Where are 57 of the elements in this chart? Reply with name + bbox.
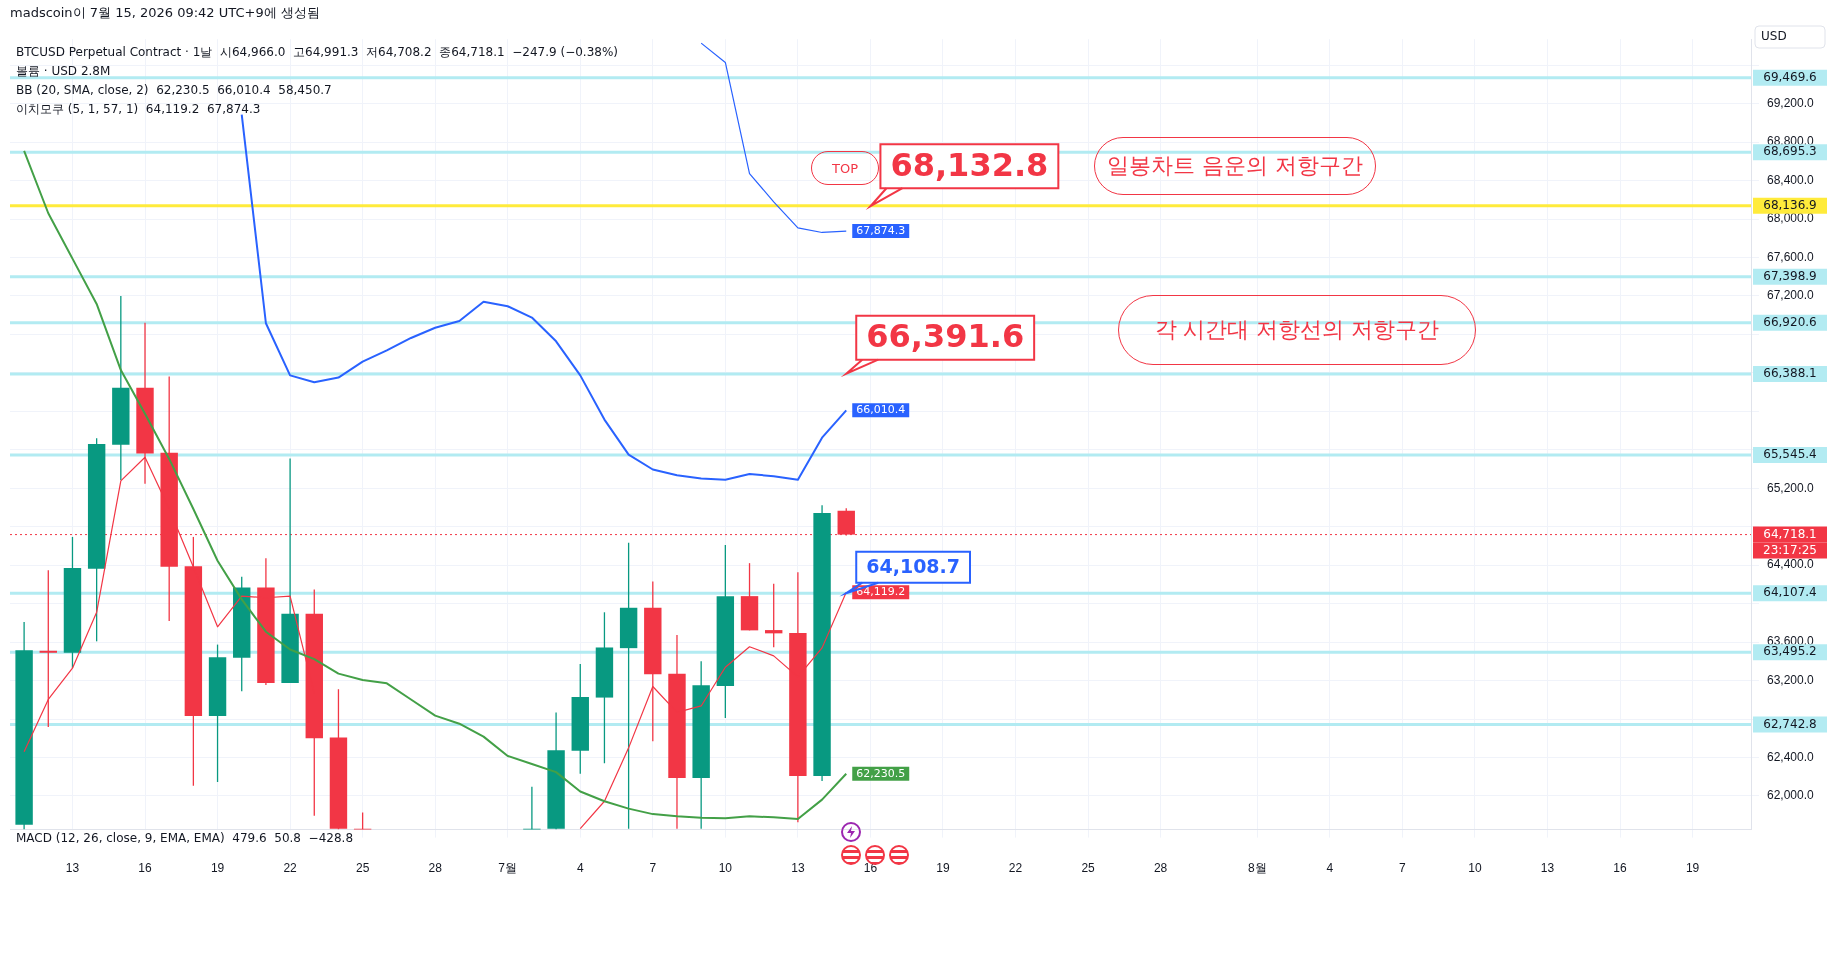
x-tick-label: 4: [576, 861, 584, 876]
ref-line-label: 65,545.4: [1763, 447, 1817, 462]
y-tick-label: 62,400.0: [1767, 749, 1815, 764]
annotation: 이치모쿠 (5, 1, 57, 1) 64,119.2 67,874.3: [16, 102, 261, 117]
y-tick-label: 64,400.0: [1767, 557, 1815, 572]
x-tick-label: 7월: [498, 861, 518, 876]
x-tick-label: 22: [283, 861, 298, 876]
text: MACD (12, 26, close, 9, EMA, EMA) 479.6 50.8 −428.8: [16, 830, 354, 845]
data-label: 62,230.5: [856, 766, 906, 780]
x-tick-label: 7: [649, 861, 657, 876]
annotation: 64,108.7: [866, 555, 961, 578]
x-tick-label: 28: [1153, 861, 1168, 876]
x-tick-label: 10: [718, 861, 733, 876]
text: BTCUSD Perpetual Contract · 1날 시64,966.0 고64,991.3 저64,708.2 종64,718.1 −247.9 (−0.38%): [16, 45, 618, 60]
x-tick-label: 19: [1685, 861, 1700, 876]
chart-title: madscoin이 7월 15, 2026 09:42 UTC+9에 생성됨: [10, 4, 320, 22]
annotation: 68,132.8: [890, 145, 1049, 184]
ref-line-label: 68,136.9: [1763, 197, 1817, 212]
ref-line-label: 62,742.8: [1763, 716, 1817, 731]
y-tick-label: 67,200.0: [1767, 288, 1815, 303]
ref-line-label: 64,107.4: [1763, 585, 1817, 600]
y-tick-label: 67,600.0: [1767, 249, 1815, 264]
ref-line-label: 64,718.1: [1763, 526, 1817, 541]
x-tick-label: 25: [355, 861, 370, 876]
x-tick-label: 13: [65, 861, 80, 876]
text: 23:17:25: [1763, 542, 1817, 557]
x-tick-label: 16: [1613, 861, 1628, 876]
y-tick-label: 68,400.0: [1767, 172, 1815, 187]
annotation: 볼륨 · USD 2.8M: [16, 64, 111, 79]
data-label: 67,874.3: [856, 223, 906, 237]
y-axis-title: USD: [1761, 29, 1787, 44]
annotation: 66,391.6: [866, 316, 1025, 355]
ref-line-label: 67,398.9: [1763, 268, 1817, 283]
ref-line-label: 69,469.6: [1763, 69, 1817, 84]
ref-line-label: 66,388.1: [1763, 366, 1817, 381]
x-tick-label: 13: [791, 861, 805, 876]
y-tick-label: 62,000.0: [1767, 788, 1815, 803]
x-tick-label: 13: [1540, 861, 1555, 876]
x-tick-label: 25: [1081, 861, 1096, 876]
candlestick: [39, 569, 57, 728]
x-tick-label: 19: [210, 861, 225, 876]
data-label: 64,119.2: [856, 585, 906, 599]
x-tick-label: 19: [936, 861, 950, 876]
x-tick-label: 7: [1399, 861, 1407, 876]
ref-line-label: 66,920.6: [1763, 314, 1817, 329]
x-tick-label: 28: [428, 861, 443, 876]
y-tick-label: 65,200.0: [1767, 480, 1815, 495]
y-tick-label: 68,000.0: [1767, 211, 1815, 226]
y-tick-label: 69,200.0: [1767, 95, 1815, 110]
annotation: BB (20, SMA, close, 2) 62,230.5 66,010.4 58,450.7: [16, 83, 332, 98]
x-tick-label: 16: [138, 861, 152, 876]
x-tick-label: 10: [1468, 861, 1482, 876]
x-tick-label: 22: [1008, 861, 1023, 876]
x-tick-label: 4: [1326, 861, 1334, 876]
y-tick-label: 63,200.0: [1767, 672, 1815, 687]
data-label: 66,010.4: [856, 403, 906, 417]
x-tick-label: 8월: [1247, 861, 1267, 876]
